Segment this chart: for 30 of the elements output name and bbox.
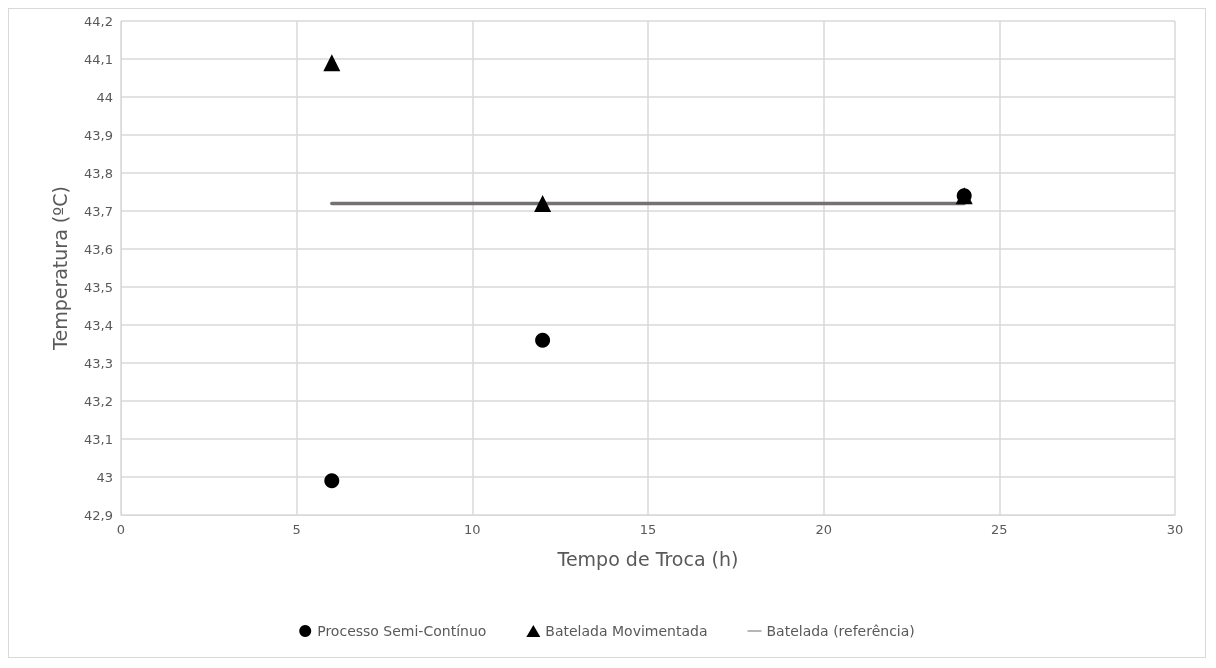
x-tick-label: 15 bbox=[639, 522, 657, 537]
x-tick-label: 10 bbox=[464, 522, 481, 537]
y-tick-label: 44,2 bbox=[84, 13, 113, 29]
x-tick-label: 30 bbox=[1166, 522, 1184, 537]
y-tick-label: 43,2 bbox=[84, 393, 113, 409]
y-tick-label: 43,3 bbox=[84, 355, 113, 371]
point bbox=[323, 54, 341, 72]
y-tick-label: 43,8 bbox=[84, 165, 113, 181]
y-tick-label: 43,9 bbox=[84, 127, 113, 143]
x-axis-title: Tempo de Troca (h) bbox=[556, 547, 739, 570]
point bbox=[535, 332, 551, 348]
y-tick-label: 44 bbox=[96, 89, 113, 105]
y-tick-label: 43,7 bbox=[84, 203, 113, 219]
x-tick-label: 20 bbox=[815, 522, 832, 537]
point bbox=[324, 473, 340, 489]
y-tick-label: 42,9 bbox=[84, 507, 113, 523]
x-tick-label: 25 bbox=[991, 522, 1008, 537]
y-tick-label: 43,4 bbox=[84, 317, 113, 333]
y-tick-label: 44,1 bbox=[84, 51, 113, 67]
y-tick-label: 43,1 bbox=[84, 431, 113, 447]
x-tick-label: 0 bbox=[116, 522, 126, 537]
point bbox=[534, 194, 552, 212]
y-tick-label: 43,6 bbox=[84, 241, 113, 257]
legend-label: Batelada Movimentada bbox=[545, 623, 708, 639]
y-tick-label: 43 bbox=[96, 469, 113, 485]
y-axis-title: Temperatura (ºC) bbox=[48, 186, 71, 351]
y-tick-label: 43,5 bbox=[84, 279, 113, 295]
legend-label: Processo Semi-Contínuo bbox=[317, 623, 487, 639]
legend-label: Batelada (referência) bbox=[766, 623, 915, 639]
x-tick-label: 5 bbox=[292, 522, 301, 537]
